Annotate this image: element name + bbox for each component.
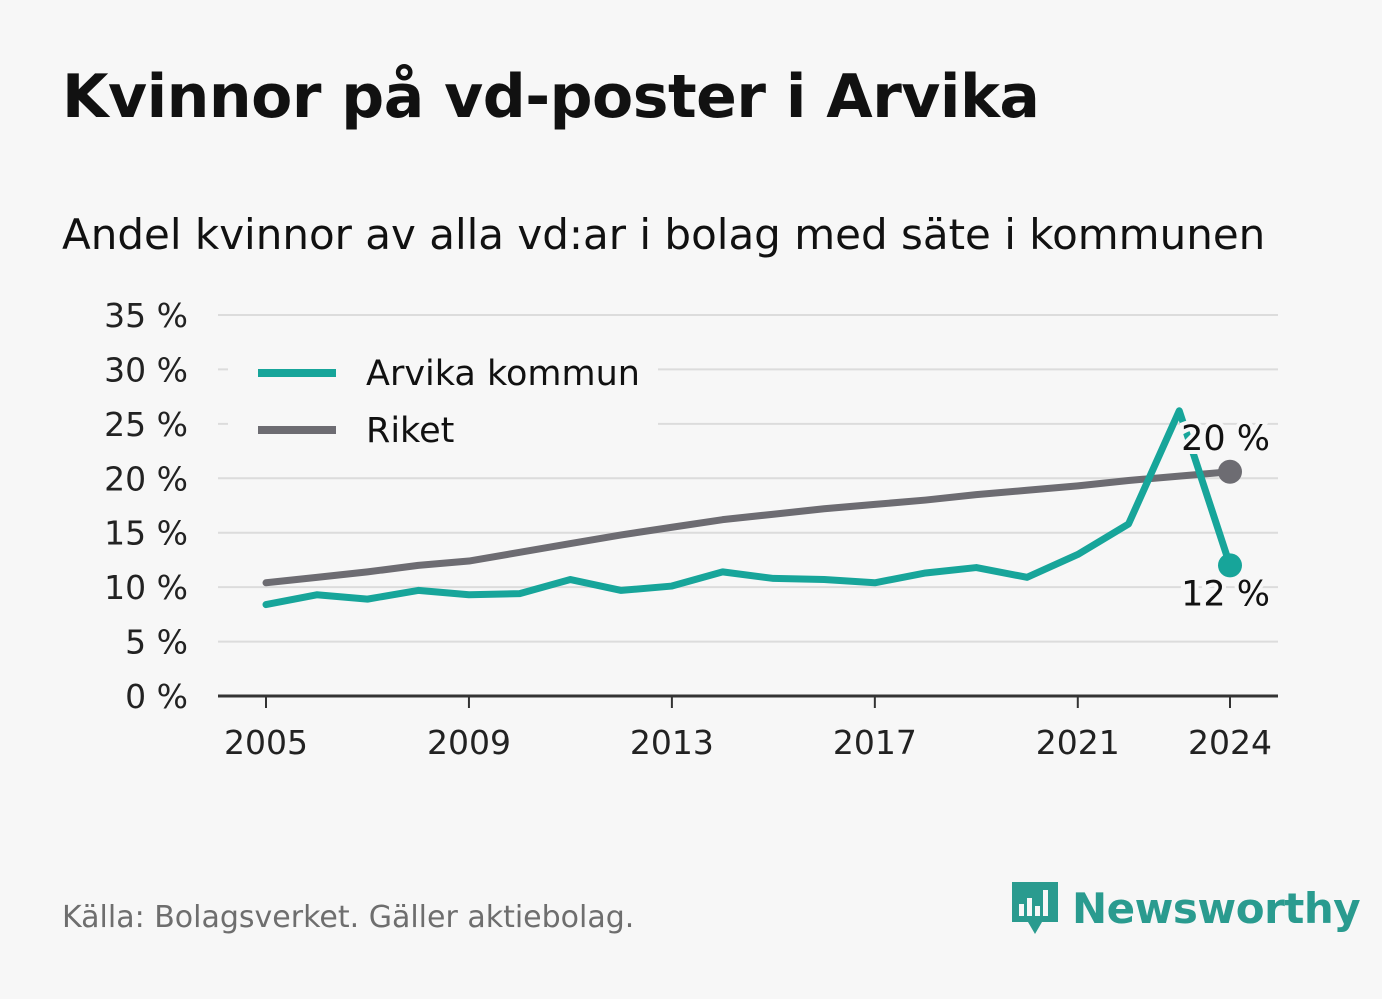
y-tick-label: 0 % <box>125 677 188 716</box>
x-tick-label: 2021 <box>1036 723 1120 762</box>
brand-name: Newsworthy <box>1072 883 1361 933</box>
legend-label-arvika: Arvika kommun <box>366 354 640 394</box>
y-tick-label: 30 % <box>104 350 188 389</box>
chart-subtitle: Andel kvinnor av alla vd:ar i bolag med … <box>62 210 1266 259</box>
x-tick-label: 2013 <box>630 723 714 762</box>
y-tick-label: 15 % <box>104 514 188 553</box>
end-labels: 20 % 12 % <box>1177 415 1274 619</box>
y-tick-label: 25 % <box>104 405 188 444</box>
y-tick-label: 20 % <box>104 459 188 498</box>
x-axis: 2005 2009 2013 2017 2021 2024 <box>224 696 1272 762</box>
legend-label-riket: Riket <box>366 411 454 451</box>
legend-background <box>228 340 658 458</box>
legend: Arvika kommun Riket <box>228 340 658 458</box>
y-tick-label: 5 % <box>125 623 188 662</box>
source-note: Källa: Bolagsverket. Gäller aktiebolag. <box>62 900 635 935</box>
x-tick-label: 2005 <box>224 723 308 762</box>
y-tick-label: 10 % <box>104 568 188 607</box>
chart-title: Kvinnor på vd-poster i Arvika <box>62 62 1040 132</box>
arvika-series-line <box>262 407 1234 609</box>
x-tick-label: 2009 <box>427 723 511 762</box>
brand-logo: Newsworthy <box>1010 878 1361 938</box>
y-tick-label: 35 % <box>104 296 188 335</box>
series-group <box>262 407 1242 609</box>
y-axis: 0 % 5 % 10 % 15 % 20 % 25 % 30 % 35 % <box>104 296 188 716</box>
arvika-end-label: 12 % <box>1181 574 1270 614</box>
riket-series-line <box>262 468 1234 587</box>
riket-end-label: 20 % <box>1181 419 1270 459</box>
arvika-end-point <box>1218 553 1242 578</box>
bar-chart-speech-bubble-icon <box>1012 882 1058 934</box>
x-tick-label: 2017 <box>833 723 917 762</box>
riket-end-point <box>1218 459 1242 484</box>
x-tick-label: 2024 <box>1188 723 1272 762</box>
